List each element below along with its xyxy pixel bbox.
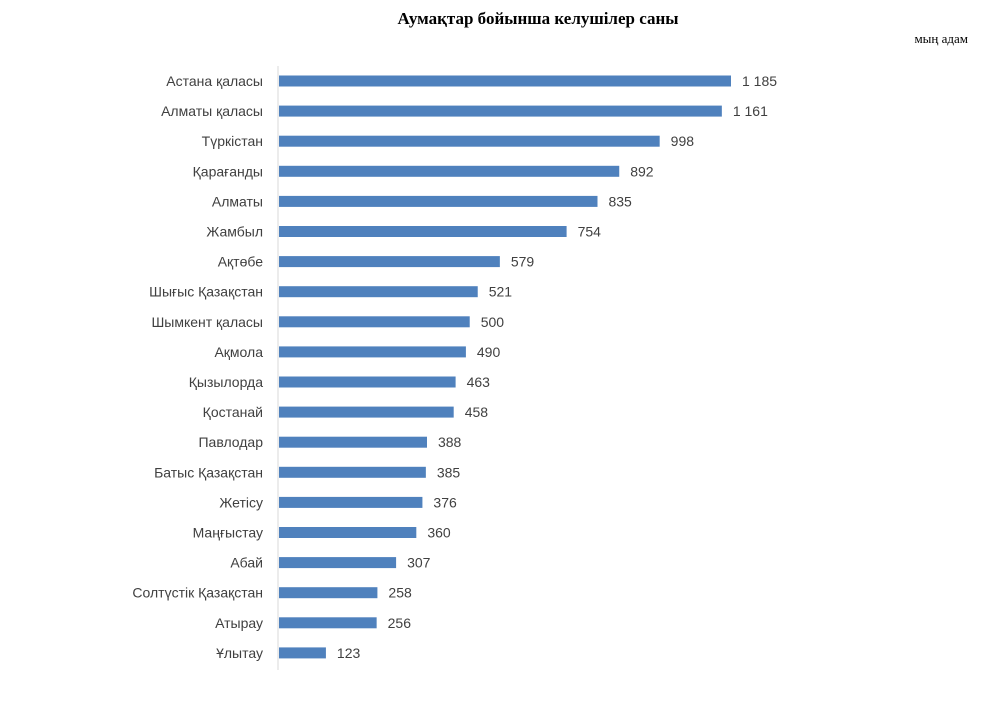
data-label: 388 — [438, 434, 462, 450]
category-label: Маңғыстау — [193, 525, 263, 541]
data-label: 463 — [467, 374, 491, 390]
bar — [279, 466, 426, 478]
category-label: Батыс Қазақстан — [154, 464, 263, 480]
bar — [279, 316, 470, 328]
bar — [279, 286, 478, 298]
bar — [279, 226, 567, 237]
data-label: 835 — [608, 193, 632, 209]
data-label: 490 — [477, 344, 501, 360]
data-label: 458 — [465, 404, 489, 420]
category-label: Абай — [230, 555, 263, 571]
bar — [279, 647, 326, 659]
data-label: 500 — [481, 314, 505, 330]
category-label: Шығыс Қазақстан — [149, 284, 263, 300]
category-label: Қостанай — [203, 404, 263, 420]
data-label: 385 — [437, 464, 461, 480]
bar — [279, 256, 500, 268]
bar — [279, 527, 417, 538]
data-label: 376 — [433, 494, 457, 510]
data-label: 892 — [630, 163, 654, 179]
category-label: Солтүстік Қазақстан — [132, 585, 263, 601]
category-label: Алматы қаласы — [161, 103, 263, 119]
category-label: Қызылорда — [189, 374, 263, 390]
category-label: Түркістан — [202, 133, 263, 149]
bar — [279, 587, 378, 599]
data-label: 258 — [388, 585, 412, 601]
data-label: 360 — [427, 525, 451, 541]
category-label: Жетісу — [219, 494, 263, 510]
data-label: 307 — [407, 555, 431, 571]
category-label: Ақмола — [214, 344, 263, 360]
category-label: Алматы — [212, 193, 263, 209]
bar — [279, 105, 722, 117]
bar — [279, 436, 427, 448]
category-label: Астана қаласы — [166, 73, 263, 89]
data-label: 521 — [489, 284, 513, 300]
category-label: Ақтөбе — [218, 254, 264, 270]
bar — [279, 135, 660, 147]
bar — [279, 557, 397, 569]
data-label: 256 — [388, 615, 412, 631]
category-label: Ұлытау — [216, 645, 263, 661]
data-label: 754 — [578, 224, 602, 240]
unit-label: мың адам — [914, 31, 968, 46]
chart-title: Аумақтар бойынша келушілер саны — [397, 9, 679, 28]
bar — [279, 406, 454, 418]
category-label: Павлодар — [198, 434, 263, 450]
bar — [279, 75, 731, 87]
category-label: Қарағанды — [193, 163, 263, 179]
bar — [279, 346, 466, 358]
data-label: 123 — [337, 645, 361, 661]
bar — [279, 195, 598, 207]
data-label: 579 — [511, 254, 535, 270]
bar — [279, 165, 620, 177]
category-label: Жамбыл — [206, 224, 263, 240]
bar — [279, 617, 377, 629]
bar — [279, 376, 456, 388]
data-label: 1 161 — [733, 103, 768, 119]
bar — [279, 496, 423, 508]
data-label: 1 185 — [742, 73, 777, 89]
data-label: 998 — [671, 133, 695, 149]
category-label: Шымкент қаласы — [151, 314, 263, 330]
category-label: Атырау — [215, 615, 263, 631]
